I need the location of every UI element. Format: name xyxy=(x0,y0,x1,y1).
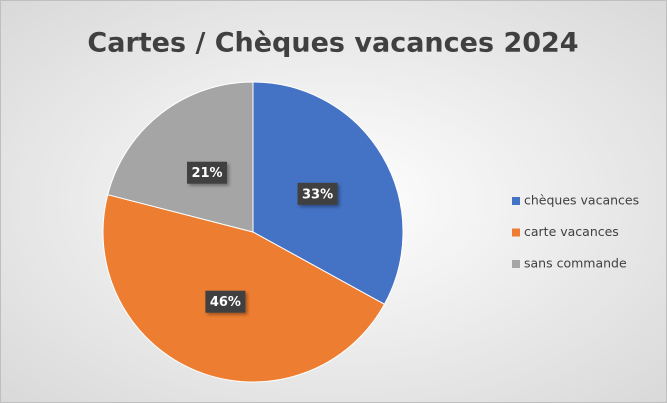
pie-slice xyxy=(102,194,386,383)
pie-slice xyxy=(107,81,254,233)
legend-swatch xyxy=(512,228,520,237)
data-label-box xyxy=(187,161,228,184)
legend-swatch xyxy=(512,197,520,205)
data-label-box xyxy=(205,290,246,313)
data-label-text: 33% xyxy=(302,187,333,202)
legend-label: sans commande xyxy=(524,256,627,271)
legend-label: carte vacances xyxy=(524,224,619,239)
legend-swatch xyxy=(512,260,520,268)
data-label: 21% xyxy=(187,161,228,184)
chart-title: Cartes / Chèques vacances 2024 xyxy=(87,28,578,59)
legend-label: chèques vacances xyxy=(524,193,639,208)
data-label-text: 21% xyxy=(191,166,222,181)
data-label: 46% xyxy=(205,290,246,313)
data-label: 33% xyxy=(297,182,338,205)
data-label-text: 46% xyxy=(210,295,241,310)
data-label-box xyxy=(297,182,338,205)
